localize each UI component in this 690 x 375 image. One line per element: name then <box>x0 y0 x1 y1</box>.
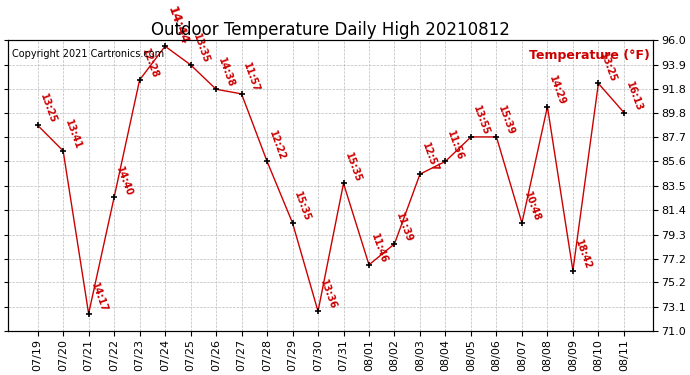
Text: 13:41: 13:41 <box>63 118 83 151</box>
Text: 12:22: 12:22 <box>267 129 287 161</box>
Text: 11:46: 11:46 <box>369 232 389 265</box>
Text: 14:29: 14:29 <box>547 74 567 107</box>
Title: Outdoor Temperature Daily High 20210812: Outdoor Temperature Daily High 20210812 <box>151 21 510 39</box>
Text: 15:35: 15:35 <box>293 190 313 223</box>
Text: 14:38: 14:38 <box>216 57 236 89</box>
Text: 14:44: 14:44 <box>165 4 191 46</box>
Text: 15:39: 15:39 <box>496 104 516 137</box>
Text: 15:35: 15:35 <box>344 151 364 183</box>
Text: 13:25: 13:25 <box>38 93 58 125</box>
Text: 14:17: 14:17 <box>88 281 108 314</box>
Text: 16:13: 16:13 <box>624 80 644 112</box>
Text: 12:57: 12:57 <box>420 142 440 174</box>
Text: 13:25: 13:25 <box>598 51 618 84</box>
Text: 13:55: 13:55 <box>471 104 491 137</box>
Text: 18:42: 18:42 <box>573 238 593 271</box>
Text: Copyright 2021 Cartronics.com: Copyright 2021 Cartronics.com <box>12 49 164 59</box>
Text: 13:36: 13:36 <box>318 279 338 311</box>
Text: 14:40: 14:40 <box>114 165 134 197</box>
Text: 12:28: 12:28 <box>139 47 159 80</box>
Text: 11:39: 11:39 <box>395 211 415 244</box>
Text: Temperature (°F): Temperature (°F) <box>529 49 650 62</box>
Text: 10:48: 10:48 <box>522 190 542 223</box>
Text: 11:56: 11:56 <box>446 129 466 161</box>
Text: 11:57: 11:57 <box>241 62 262 94</box>
Text: 13:35: 13:35 <box>190 32 210 65</box>
